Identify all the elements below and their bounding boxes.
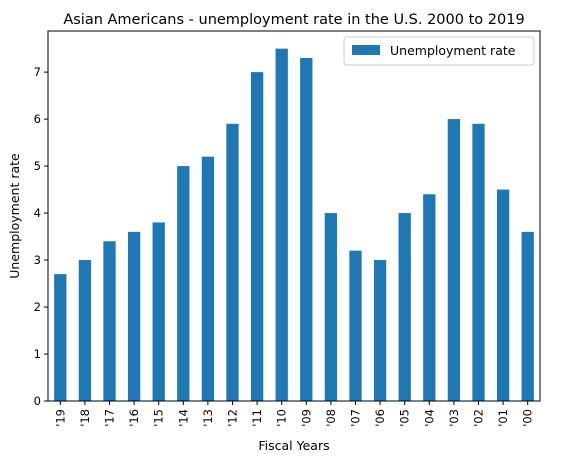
legend-label: Unemployment rate	[390, 43, 516, 58]
bar	[226, 123, 239, 401]
bar	[373, 260, 387, 401]
chart-title: Asian Americans - unemployment rate in t…	[63, 12, 524, 28]
bar	[324, 213, 338, 401]
x-tick-label: '02	[472, 409, 486, 427]
x-tick-label: '08	[324, 409, 338, 427]
y-axis-label: Unemployment rate	[7, 153, 22, 279]
y-tick-label: 4	[34, 206, 41, 220]
x-tick-label: '04	[422, 409, 436, 427]
x-tick-label: '09	[299, 409, 313, 427]
bars-group	[54, 48, 534, 402]
x-tick-label: '00	[521, 409, 535, 427]
bar	[201, 156, 215, 401]
bar	[250, 72, 264, 402]
x-tick-label: '15	[152, 409, 166, 427]
y-tick-label: 0	[34, 394, 41, 408]
y-tick-label: 7	[34, 65, 41, 79]
x-tick-label: '17	[103, 409, 117, 427]
y-tick-label: 2	[34, 300, 41, 314]
y-tick-label: 6	[34, 112, 41, 126]
x-tick-label: '07	[349, 409, 363, 427]
bar	[398, 213, 411, 401]
x-tick-label: '14	[176, 409, 190, 427]
bar	[349, 250, 362, 401]
bar	[300, 58, 313, 402]
bar	[127, 231, 141, 401]
bar	[152, 222, 165, 401]
bar	[54, 274, 67, 401]
x-tick-label: '12	[226, 409, 240, 427]
x-tick-label: '03	[447, 409, 461, 427]
legend-box	[343, 36, 535, 66]
y-axis: 0 1 2 3 4 5 6 7	[34, 65, 48, 408]
legend-swatch	[352, 45, 380, 55]
x-axis: '19 '18 '17 '16 '15 '14 '13 '12 '11 '10 '09 '08 '07 '…	[53, 401, 535, 427]
x-tick-label: '16	[127, 409, 141, 427]
y-tick-label: 3	[34, 253, 41, 267]
bar	[103, 241, 116, 401]
x-tick-label: '13	[201, 409, 215, 427]
x-tick-label: '06	[373, 409, 387, 427]
bar	[78, 260, 92, 401]
x-tick-label: '11	[250, 409, 264, 427]
y-tick-label: 1	[34, 347, 41, 361]
x-tick-label: '10	[275, 409, 289, 427]
plot-frame	[47, 30, 541, 402]
bar	[177, 166, 190, 401]
x-tick-label: '01	[496, 409, 510, 427]
bar	[521, 231, 534, 401]
bar	[423, 194, 436, 401]
bar	[447, 119, 461, 401]
bar	[472, 123, 485, 401]
y-tick-label: 5	[34, 159, 41, 173]
bar	[275, 48, 288, 402]
x-tick-label: '05	[398, 409, 412, 427]
x-tick-label: '19	[53, 409, 67, 427]
x-tick-label: '18	[78, 409, 92, 427]
bar	[496, 189, 510, 401]
legend: Unemployment rate	[343, 36, 535, 66]
x-axis-label: Fiscal Years	[258, 438, 329, 453]
